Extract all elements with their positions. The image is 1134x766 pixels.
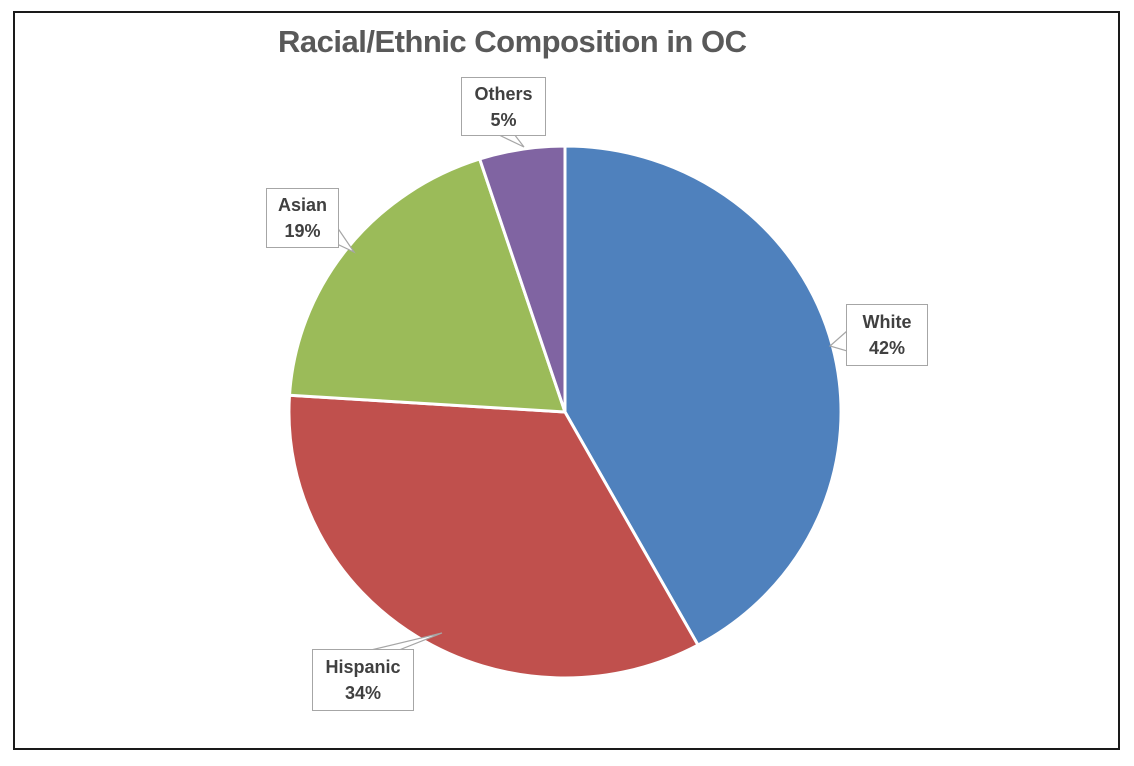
- callout-white: White 42%: [846, 304, 928, 366]
- callout-white-percent: 42%: [868, 338, 906, 358]
- callout-others: Others 5%: [461, 77, 546, 136]
- pie-slice-others: [478, 144, 567, 414]
- callout-asian: Asian 19%: [266, 188, 339, 248]
- chart-title: Racial/Ethnic Composition in OC: [278, 24, 747, 59]
- callout-hispanic-label: Hispanic: [325, 657, 401, 677]
- callout-asian-label: Asian: [277, 195, 328, 215]
- callout-others-label: Others: [474, 83, 533, 104]
- callout-white-label: White: [862, 312, 912, 332]
- callout-pointers: [336, 133, 848, 651]
- pie-slice-hispanic: [287, 393, 700, 680]
- callout-asian-percent: 19%: [284, 221, 321, 241]
- callout-pointer-asian: [336, 225, 356, 254]
- callout-hispanic: Hispanic 34%: [312, 649, 414, 711]
- callout-others-percent: 5%: [490, 109, 517, 130]
- callout-hispanic-percent: 34%: [344, 683, 382, 703]
- pie-slices: [287, 144, 843, 680]
